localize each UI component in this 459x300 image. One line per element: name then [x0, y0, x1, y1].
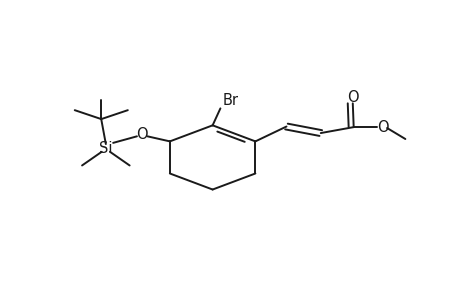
Text: O: O: [135, 127, 147, 142]
Text: O: O: [346, 90, 358, 105]
Text: O: O: [376, 120, 387, 135]
Text: Si: Si: [99, 141, 112, 156]
Text: Br: Br: [222, 94, 238, 109]
